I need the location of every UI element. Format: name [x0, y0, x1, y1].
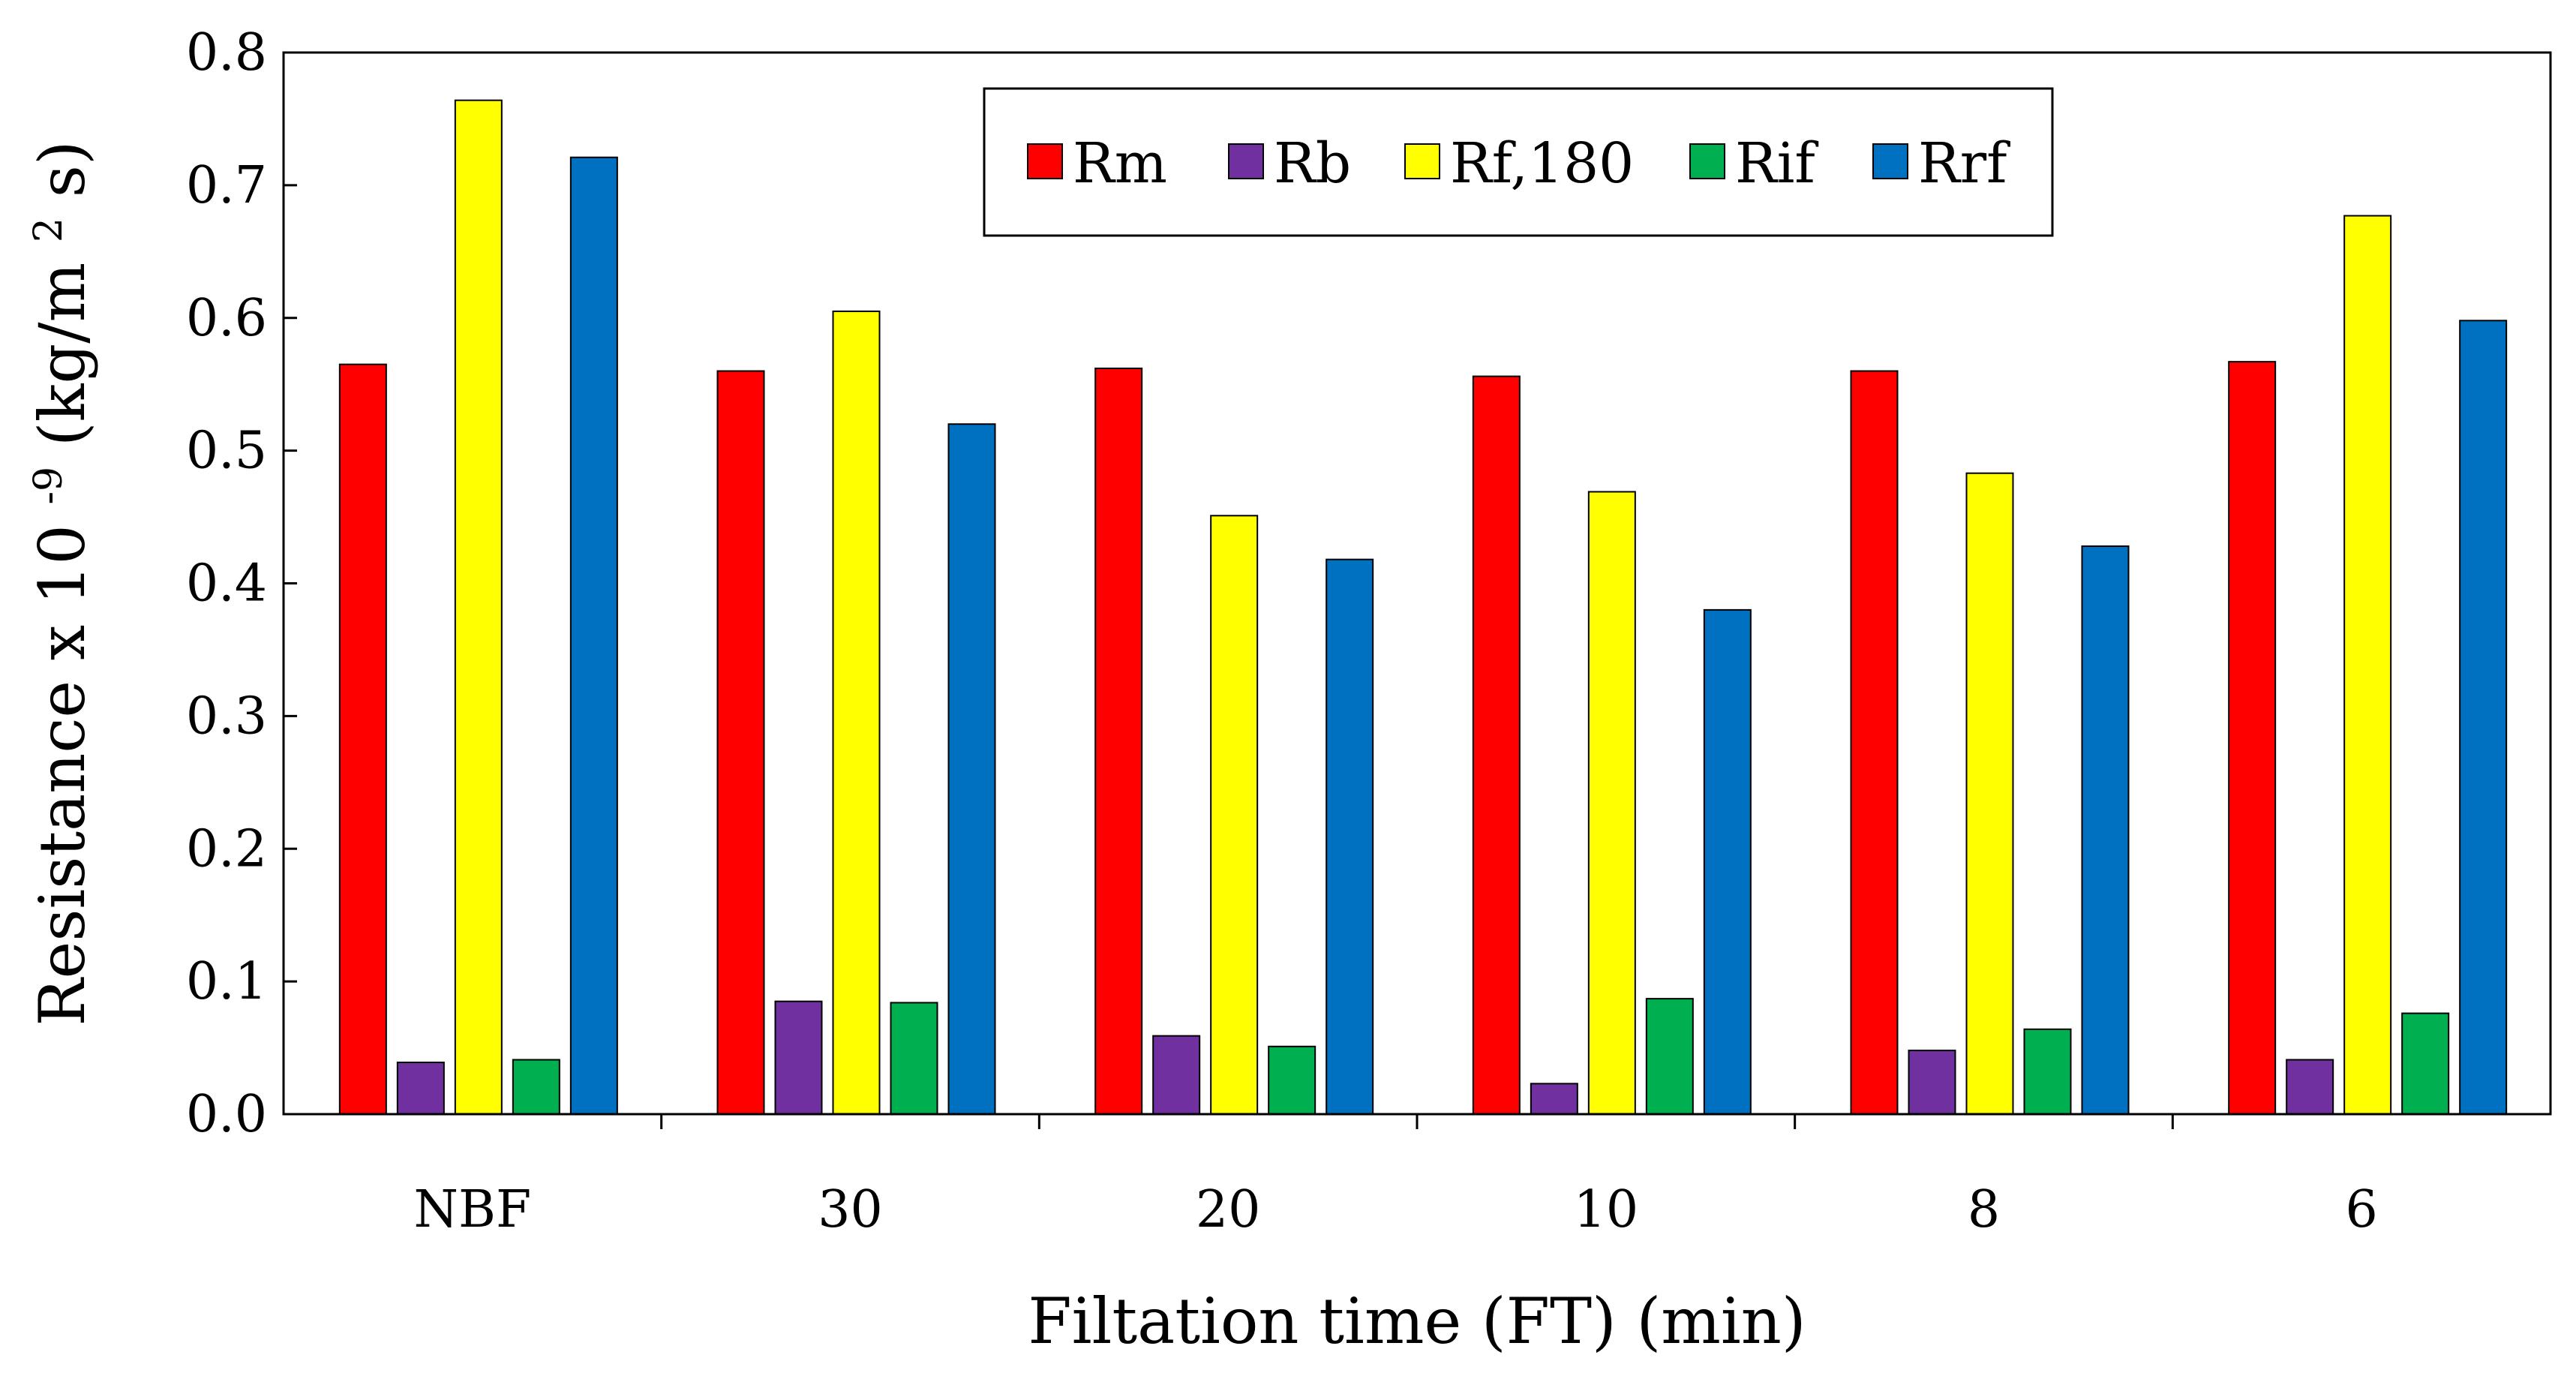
legend: Rm Rb Rf,180 Rif Rrf: [983, 87, 2054, 237]
legend-swatch-rb: [1228, 143, 1264, 179]
bar-rrf-10: [1703, 608, 1752, 1115]
x-tick-label-8: 8: [1968, 1180, 2000, 1239]
bar-rb-20: [1152, 1035, 1201, 1116]
x-tick-label-10: 10: [1574, 1180, 1639, 1239]
y-tick-label: 0.7: [186, 156, 267, 215]
bar-rif-8: [2023, 1028, 2072, 1116]
x-axis-title: Filtation time (FT) (min): [1028, 1284, 1806, 1358]
legend-swatch-rrf: [1872, 143, 1908, 179]
bar-rf-180-8: [1965, 472, 2014, 1115]
bar-rrf-6: [2459, 320, 2508, 1116]
bar-rf-180-nbf: [454, 99, 503, 1115]
bar-rb-8: [1908, 1050, 1956, 1115]
legend-label-rm: Rm: [1073, 131, 1167, 196]
x-tick-label-6: 6: [2346, 1180, 2378, 1239]
bar-rif-6: [2401, 1012, 2450, 1115]
y-tick-label: 0.6: [186, 289, 267, 348]
bar-rm-30: [716, 370, 765, 1115]
y-axis-title-unit-sup: 2: [26, 218, 71, 242]
bar-rf-180-6: [2343, 215, 2392, 1115]
bar-rif-nbf: [512, 1059, 560, 1115]
y-axis-title: Resistance x 10 -9 (kg/m 2 s): [3, 140, 99, 1026]
legend-label-rif: Rif: [1735, 131, 1818, 196]
bar-rb-30: [774, 1000, 823, 1115]
bar-rm-20: [1094, 367, 1143, 1115]
legend-swatch-rif: [1689, 143, 1725, 179]
y-axis-title-unit-close: s): [26, 140, 99, 197]
y-tick-label: 0.3: [186, 686, 267, 746]
bar-marks-layer: [338, 99, 2508, 1116]
y-axis-title-exponent: -9: [26, 467, 71, 505]
y-tick-label: 0.0: [186, 1085, 267, 1144]
y-tick-label: 0.8: [186, 23, 267, 83]
bar-rb-6: [2286, 1059, 2334, 1115]
y-tick-label: 0.2: [186, 819, 267, 879]
y-axis-title-unit-open: (kg/m: [26, 263, 99, 446]
bar-rb-10: [1530, 1083, 1578, 1115]
legend-swatch-rf-180: [1404, 143, 1440, 179]
bar-rm-6: [2228, 361, 2277, 1115]
bar-rrf-20: [1326, 558, 1374, 1115]
bar-rif-30: [890, 1002, 938, 1116]
x-tick-label-30: 30: [818, 1180, 883, 1239]
bar-rf-180-10: [1587, 491, 1636, 1115]
bar-rf-180-30: [832, 310, 881, 1115]
bar-rif-20: [1268, 1045, 1317, 1115]
bar-rm-nbf: [338, 363, 387, 1115]
bar-rrf-8: [2081, 545, 2130, 1115]
legend-swatch-rm: [1027, 143, 1063, 179]
bar-rif-10: [1645, 998, 1694, 1116]
bar-rrf-nbf: [569, 156, 618, 1116]
bar-rm-10: [1472, 375, 1521, 1115]
bar-rb-nbf: [396, 1062, 445, 1116]
bar-rf-180-20: [1210, 515, 1259, 1115]
y-tick-label: 0.5: [186, 422, 267, 481]
bar-rm-8: [1850, 370, 1899, 1115]
bar-rrf-30: [947, 423, 996, 1115]
y-axis-title-prefix: Resistance x 10: [26, 524, 99, 1026]
y-tick-label: 0.4: [186, 554, 267, 614]
x-axis-ticks: NBF 30 20 10 8 6: [414, 1114, 2378, 1239]
legend-label-rrf: Rrf: [1918, 131, 2010, 196]
legend-label-rf-180: Rf,180: [1450, 131, 1634, 196]
y-axis-ticks: 0.0 0.1 0.2 0.3 0.4 0.5 0.6 0.7 0.8: [186, 23, 297, 1144]
x-tick-label-20: 20: [1196, 1180, 1261, 1239]
x-tick-label-nbf: NBF: [414, 1180, 532, 1239]
legend-label-rb: Rb: [1274, 131, 1351, 196]
y-tick-label: 0.1: [186, 952, 267, 1011]
